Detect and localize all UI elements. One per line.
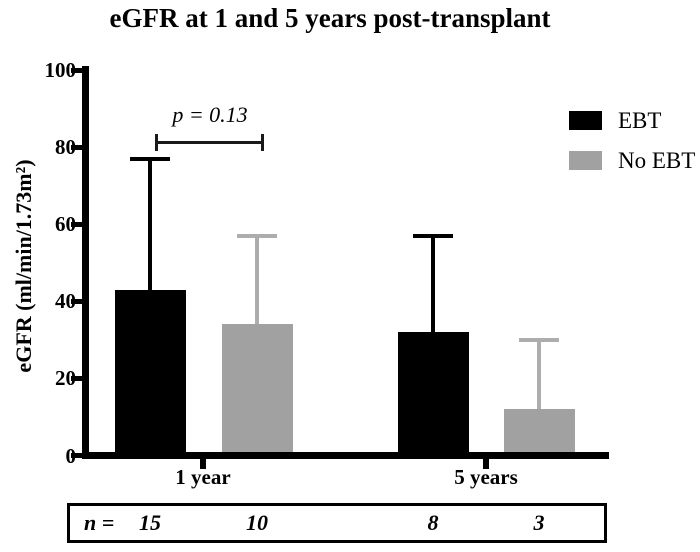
error-bar-line-no-ebt-1-year [255, 235, 259, 325]
x-axis-line [82, 452, 609, 459]
y-axis-tick-label: 60 [55, 212, 76, 237]
bracket-left-tick [155, 134, 158, 151]
y-axis-tick [71, 144, 83, 150]
legend-item-no-ebt: No EBT [569, 149, 695, 172]
y-axis-tick-label: 20 [55, 366, 76, 391]
x-axis-label-5-years: 5 years [454, 465, 518, 489]
y-axis-tick [71, 375, 83, 381]
y-axis-tick-label: 80 [55, 135, 76, 160]
legend-swatch-no-ebt [569, 151, 602, 170]
legend-label-ebt: EBT [618, 108, 662, 133]
bar-no-ebt-1-year [221, 324, 293, 456]
x-axis-label-1-year: 1 year [175, 465, 231, 489]
error-bar-cap-no-ebt-1-year [237, 233, 277, 238]
legend-item-ebt: EBT [569, 109, 695, 132]
n-equals-label: n = [84, 510, 115, 535]
bar-no-ebt-5-years [503, 409, 575, 456]
error-bar-line-ebt-1-year [148, 158, 152, 290]
y-axis-tick-label: 100 [44, 58, 77, 82]
x-axis-tick-5-years [483, 459, 489, 469]
legend-label-no-ebt: No EBT [618, 148, 696, 173]
n-value: 10 [246, 510, 268, 535]
n-value: 15 [139, 510, 161, 535]
legend-swatch-ebt [569, 111, 602, 130]
sample-size-table: n = 15 10 8 3 [67, 503, 607, 543]
n-value: 8 [427, 510, 439, 535]
error-bar-cap-ebt-1-year [130, 156, 170, 161]
y-axis-tick [71, 298, 83, 304]
y-axis-tick [71, 67, 83, 73]
error-bar-line-no-ebt-5-years [537, 339, 541, 410]
error-bar-line-ebt-5-years [431, 235, 435, 333]
y-axis-tick-label: 40 [55, 289, 76, 314]
chart-title: eGFR at 1 and 5 years post-transplant [109, 3, 551, 33]
bar-ebt-1-year [114, 289, 186, 456]
y-axis-line [82, 66, 89, 459]
bar-ebt-5-years [397, 332, 469, 456]
error-bar-cap-ebt-5-years [413, 233, 453, 238]
y-axis-tick [71, 453, 83, 458]
plot-area: 0 20 40 60 80 100 1 year 5 years p = 0.13 EBT N… [26, 58, 696, 489]
error-bar-cap-no-ebt-5-years [519, 337, 559, 342]
n-value: 3 [533, 510, 545, 535]
p-value-label: p = 0.13 [172, 102, 248, 127]
x-axis-tick-1-year [200, 459, 206, 469]
bracket-right-tick [261, 134, 264, 151]
comparison-bracket-line [156, 141, 263, 144]
y-axis-tick-label: 0 [26, 444, 77, 468]
legend: EBT No EBT [569, 109, 695, 189]
y-axis-tick [71, 221, 83, 227]
